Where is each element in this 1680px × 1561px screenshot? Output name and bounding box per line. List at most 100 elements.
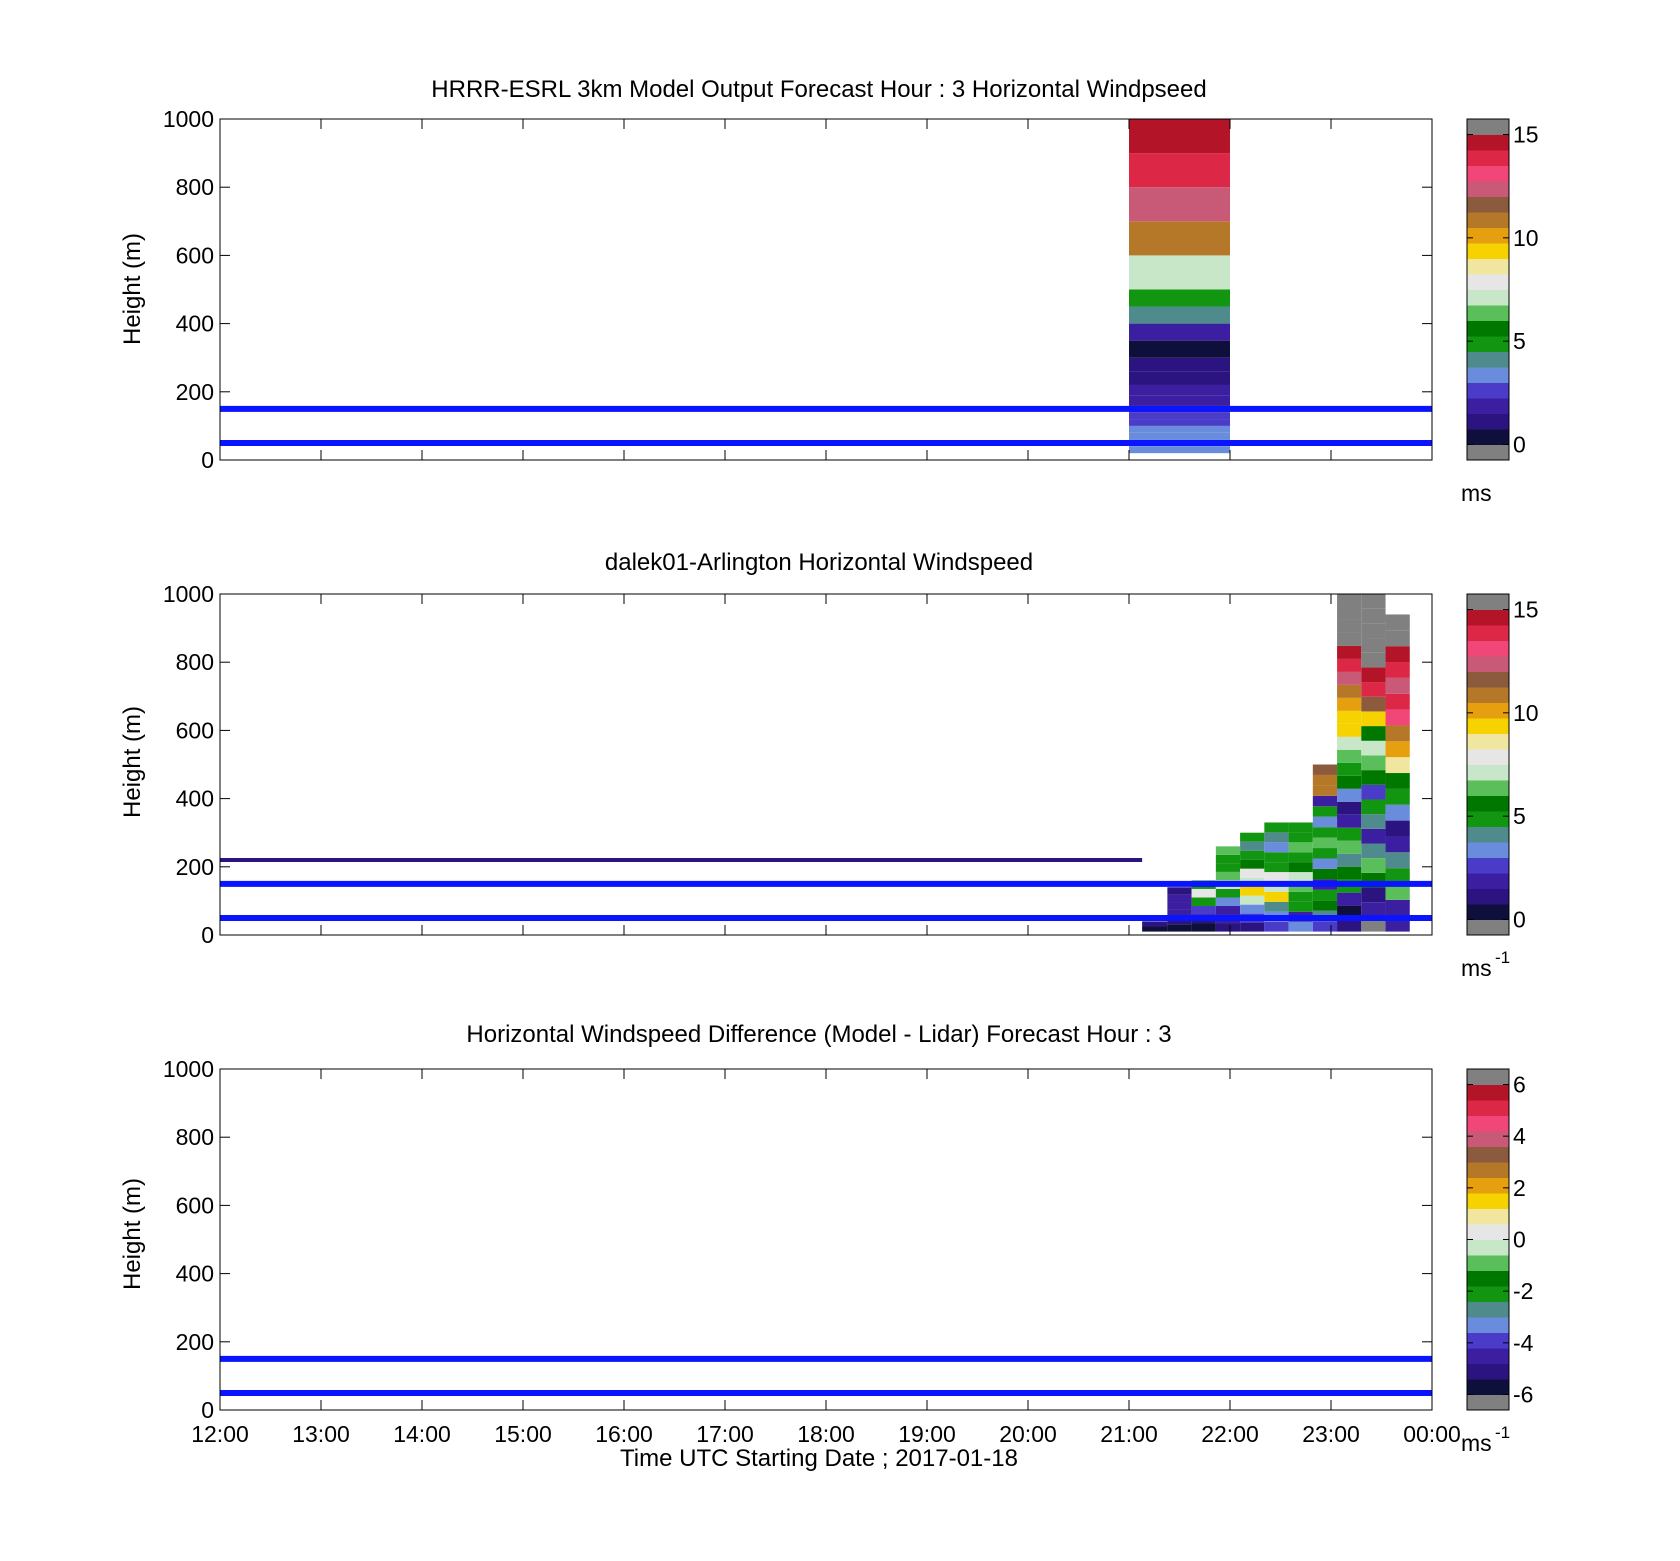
heatmap-cell	[1337, 892, 1362, 906]
colorbar-swatch	[1467, 904, 1509, 920]
heatmap-cell	[1361, 858, 1386, 873]
heatmap-cell	[1264, 832, 1289, 843]
y-tick-label: 0	[201, 922, 214, 948]
colorbar-tick-label: 6	[1513, 1072, 1526, 1098]
heatmap-cell	[1361, 740, 1386, 756]
heatmap-cell	[1264, 852, 1289, 863]
heatmap-cell	[1264, 842, 1289, 853]
colorbar-swatch	[1467, 336, 1509, 352]
heatmap-cell	[1361, 696, 1386, 712]
heatmap-cell	[1361, 755, 1386, 771]
colorbar-swatch	[1467, 1224, 1509, 1240]
x-tick-label: 16:00	[595, 1421, 653, 1447]
x-tick-label: 21:00	[1100, 1421, 1158, 1447]
colorbar-swatch	[1467, 1100, 1509, 1116]
colorbar-swatch	[1467, 671, 1509, 688]
colorbar-swatch	[1467, 764, 1509, 781]
colorbar-tick-label: 15	[1513, 597, 1539, 623]
colorbar-swatch	[1467, 826, 1509, 843]
colorbar-tick-label: 5	[1513, 803, 1526, 829]
heatmap-cell	[1361, 799, 1386, 815]
heatmap-cell	[1337, 671, 1362, 685]
colorbar-swatch	[1467, 429, 1509, 445]
heatmap-cell	[1337, 697, 1362, 711]
colorbar-swatch	[1467, 609, 1509, 626]
heatmap-cell	[1240, 850, 1265, 860]
colorbar-swatch	[1467, 243, 1509, 259]
colorbar-swatch	[1467, 687, 1509, 703]
heatmap-cell	[1337, 801, 1362, 815]
colorbar-units-exponent: -1	[1495, 1423, 1510, 1442]
colorbar-swatch	[1467, 258, 1509, 275]
colorbar: -6 -4 -2 0 2 4 6 ms -1	[1461, 1068, 1534, 1456]
heatmap-cell	[1142, 926, 1168, 932]
colorbar-units: ms	[1461, 1430, 1492, 1456]
heatmap-cell	[1385, 868, 1410, 885]
colorbar-swatch	[1467, 444, 1509, 461]
heatmap-cell	[1385, 757, 1410, 774]
x-tick-label: 00:00	[1403, 1421, 1461, 1447]
heatmap-cell	[1129, 119, 1230, 154]
colorbar-units: ms	[1461, 955, 1492, 981]
heatmap-cell	[1385, 693, 1410, 710]
x-tick-label: 17:00	[696, 1421, 754, 1447]
heatmap-cell	[1129, 306, 1230, 324]
heatmap-cell	[1129, 255, 1230, 290]
colorbar-swatch	[1467, 718, 1509, 734]
heatmap-cell	[1312, 795, 1338, 807]
heatmap-cell	[1385, 741, 1410, 758]
colorbar-frame	[1466, 593, 1510, 936]
heatmap-cell	[1129, 419, 1230, 426]
heatmap-cell	[1385, 662, 1410, 678]
heatmap-cell	[1288, 842, 1313, 853]
y-tick-label: 0	[201, 1397, 214, 1423]
colorbar-swatch	[1467, 811, 1509, 827]
heatmap-cell	[1288, 881, 1313, 892]
colorbar-swatch	[1467, 382, 1509, 399]
x-tick-label: 12:00	[191, 1421, 249, 1447]
colorbar-swatch	[1467, 1317, 1509, 1333]
heatmap-cell	[1142, 921, 1168, 927]
colorbar-units-exponent: -1	[1495, 948, 1510, 967]
colorbar: 0 5 10 15 ms -1	[1461, 593, 1539, 981]
colorbar-swatch	[1467, 150, 1509, 166]
heatmap-cell	[1337, 775, 1362, 789]
heatmap-cell	[1288, 901, 1313, 912]
heatmap-cell	[1129, 425, 1230, 433]
x-tick-label: 14:00	[393, 1421, 451, 1447]
colorbar-tick-label: 15	[1513, 122, 1539, 148]
colorbar-swatch	[1467, 212, 1509, 228]
heatmap-cell	[1361, 784, 1386, 800]
difference-panel: Horizontal Windspeed Difference (Model -…	[119, 1021, 1534, 1472]
heatmap-cell	[1337, 710, 1362, 724]
colorbar-swatch	[1467, 749, 1509, 765]
y-axis-label: Height (m)	[119, 1178, 146, 1290]
heatmap-cell	[1337, 723, 1362, 737]
heatmap-cell	[1215, 846, 1241, 855]
x-tick-label: 22:00	[1201, 1421, 1259, 1447]
heatmap-cell	[1240, 922, 1265, 932]
heatmap-cell	[1337, 918, 1362, 932]
colorbar-swatch	[1467, 780, 1509, 796]
colorbar-frame	[1466, 118, 1510, 461]
heatmap-cell	[1312, 764, 1338, 775]
heatmap-cell	[1312, 868, 1338, 880]
x-tick-label: 13:00	[292, 1421, 350, 1447]
colorbar-swatch	[1467, 413, 1509, 430]
colorbar-swatch	[1467, 320, 1509, 337]
colorbar-swatch	[1467, 919, 1509, 936]
heatmap-cell	[1312, 785, 1338, 796]
heatmap-cell	[1337, 684, 1362, 698]
heatmap-cell	[1312, 806, 1338, 817]
heatmap-cell	[1385, 773, 1410, 789]
heatmap-cell	[1385, 709, 1410, 726]
colorbar-swatch	[1467, 842, 1509, 858]
x-tick-label: 18:00	[797, 1421, 855, 1447]
colorbar-swatch	[1467, 625, 1509, 641]
heatmap-cell	[1312, 858, 1338, 869]
heatmap-cell	[1385, 614, 1410, 631]
heatmap-cell	[1129, 446, 1230, 454]
heatmap-cell	[1264, 822, 1289, 833]
colorbar-swatch	[1467, 398, 1509, 414]
heatmap-cell	[1129, 371, 1230, 385]
